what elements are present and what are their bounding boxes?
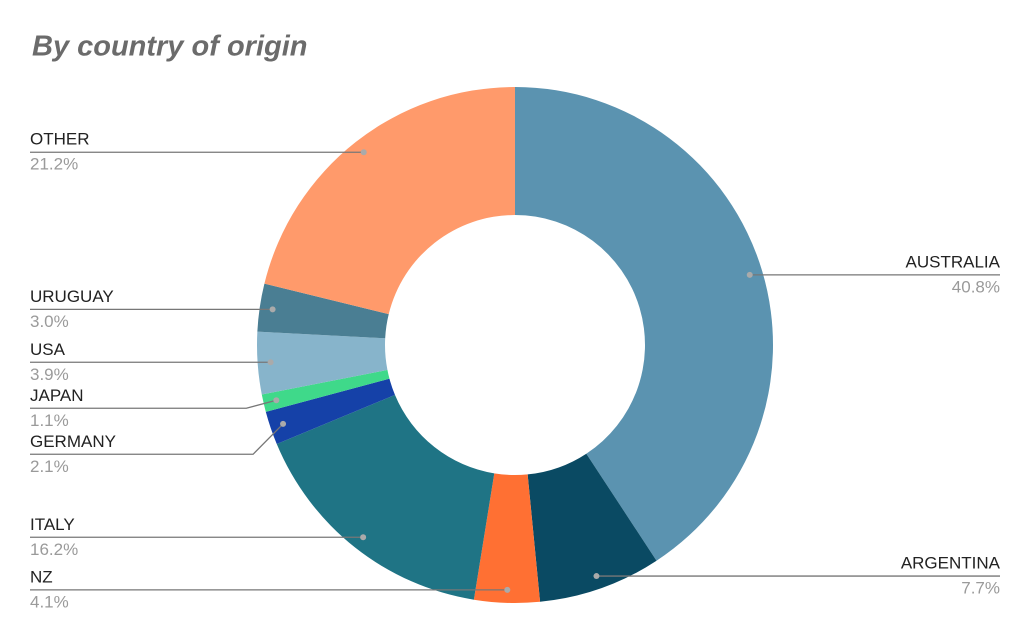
leader-dot [280,420,287,427]
slice [265,378,395,445]
slice [473,473,541,604]
leader-dot [267,359,274,366]
leader-dot [269,306,276,313]
slice [257,331,388,395]
slice-value: 1.1% [30,411,69,430]
slice-value: 7.7% [961,579,1000,598]
leader-dot [273,397,280,404]
slice-label: URUGUAY [30,287,114,306]
slice-label: NZ [30,567,53,586]
slice-label: GERMANY [30,432,116,451]
slice [257,283,389,339]
leader-dot [360,149,367,156]
slice-label: OTHER [30,130,90,149]
leader-dot [504,586,511,593]
slice-value: 3.9% [30,365,69,384]
slice-value: 2.1% [30,457,69,476]
leader-line [30,399,277,409]
chart-title: By country of origin [32,31,308,63]
slice-label: ITALY [30,515,75,534]
slice [515,87,773,561]
leader-dot [593,573,600,580]
leader-dot [746,271,753,278]
slice [527,453,657,602]
slice [264,87,515,315]
slice [261,369,390,412]
leader-dot [360,534,367,541]
slice-value: 4.1% [30,592,69,611]
slice-label: USA [30,340,66,359]
slice-label: ARGENTINA [901,554,1001,573]
slice-value: 3.0% [30,312,69,331]
slice-value: 21.2% [30,155,78,174]
leader-line [30,423,284,455]
slice [276,394,495,600]
slice-label: AUSTRALIA [906,252,1001,271]
slice-value: 16.2% [30,540,78,559]
slice-label: JAPAN [30,386,84,405]
slice-value: 40.8% [952,277,1000,296]
